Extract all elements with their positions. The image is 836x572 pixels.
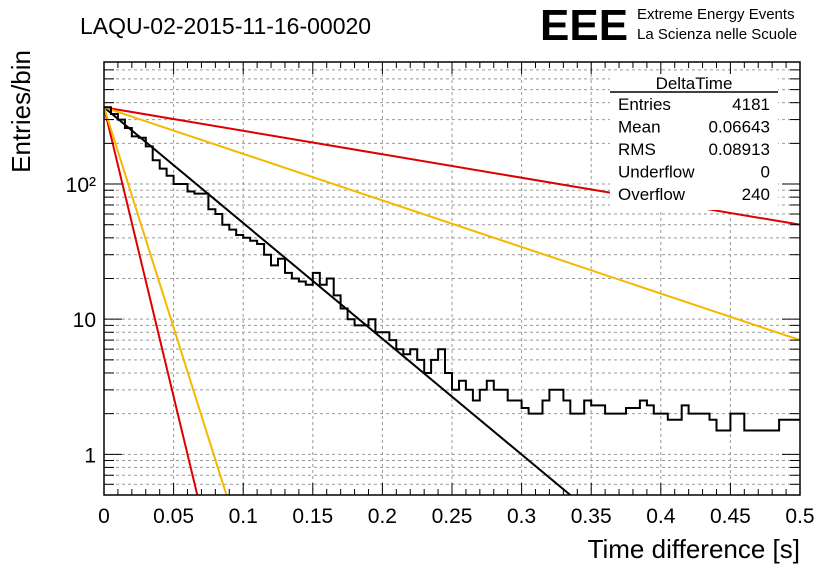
stats-label: Underflow: [618, 163, 695, 182]
x-tick-label: 0.4: [646, 505, 676, 528]
chart-title: LAQU-02-2015-11-16-00020: [80, 13, 371, 39]
logo-line-2: La Scienza nelle Scuole: [637, 26, 797, 43]
x-tick-label: 0.45: [710, 505, 751, 528]
axis-ticks: [103, 61, 801, 496]
x-tick-label: 0.1: [229, 505, 258, 528]
stats-rows: Entries 4181 Mean 0.06643 RMS 0.08913 Underflo…: [618, 95, 770, 204]
histogram: [104, 106, 800, 432]
stats-box: DeltaTime Entries 4181 Mean 0.06643 RMS 0.089…: [610, 74, 778, 210]
stats-box-background: [610, 74, 778, 210]
fit-line-4: [104, 107, 199, 495]
x-tick-label: 0: [98, 505, 110, 528]
stats-label: Entries: [618, 95, 671, 114]
x-tick-label: 0.5: [785, 505, 814, 528]
y-axis-label: Entries/bin: [6, 50, 36, 173]
x-tick-label: 0.25: [432, 505, 473, 528]
logo-mark: EEE: [540, 1, 628, 50]
stats-header: DeltaTime: [656, 74, 733, 93]
stats-value: 0.06643: [709, 118, 770, 137]
x-tick-label: 0.2: [368, 505, 397, 528]
x-tick-label: 0.3: [507, 505, 536, 528]
stats-label: Overflow: [618, 185, 686, 204]
fit-line-5: [104, 106, 228, 495]
tick-labels: 0 0.05 0.1 0.15 0.2 0.25 0.3 0.35 0.4 0.45 0.5 1 10 1…: [66, 174, 815, 528]
x-tick-label: 0.35: [571, 505, 612, 528]
y-tick-label: 1: [84, 444, 96, 467]
y-tick-label: 10²: [66, 174, 96, 197]
x-tick-label: 0.05: [153, 505, 194, 528]
stats-label: Mean: [618, 118, 661, 137]
logo-line-1: Extreme Energy Events: [637, 6, 795, 23]
fit-line-1: [104, 106, 571, 495]
stats-value: 0.08913: [709, 140, 770, 159]
stats-value: 4181: [732, 95, 770, 114]
stats-value: 240: [742, 185, 770, 204]
y-tick-label: 10: [73, 309, 96, 332]
stats-label: RMS: [618, 140, 656, 159]
stats-value: 0: [761, 163, 770, 182]
x-tick-label: 0.15: [292, 505, 333, 528]
fit-line-3: [104, 106, 800, 342]
x-axis-label: Time difference [s]: [588, 534, 800, 564]
